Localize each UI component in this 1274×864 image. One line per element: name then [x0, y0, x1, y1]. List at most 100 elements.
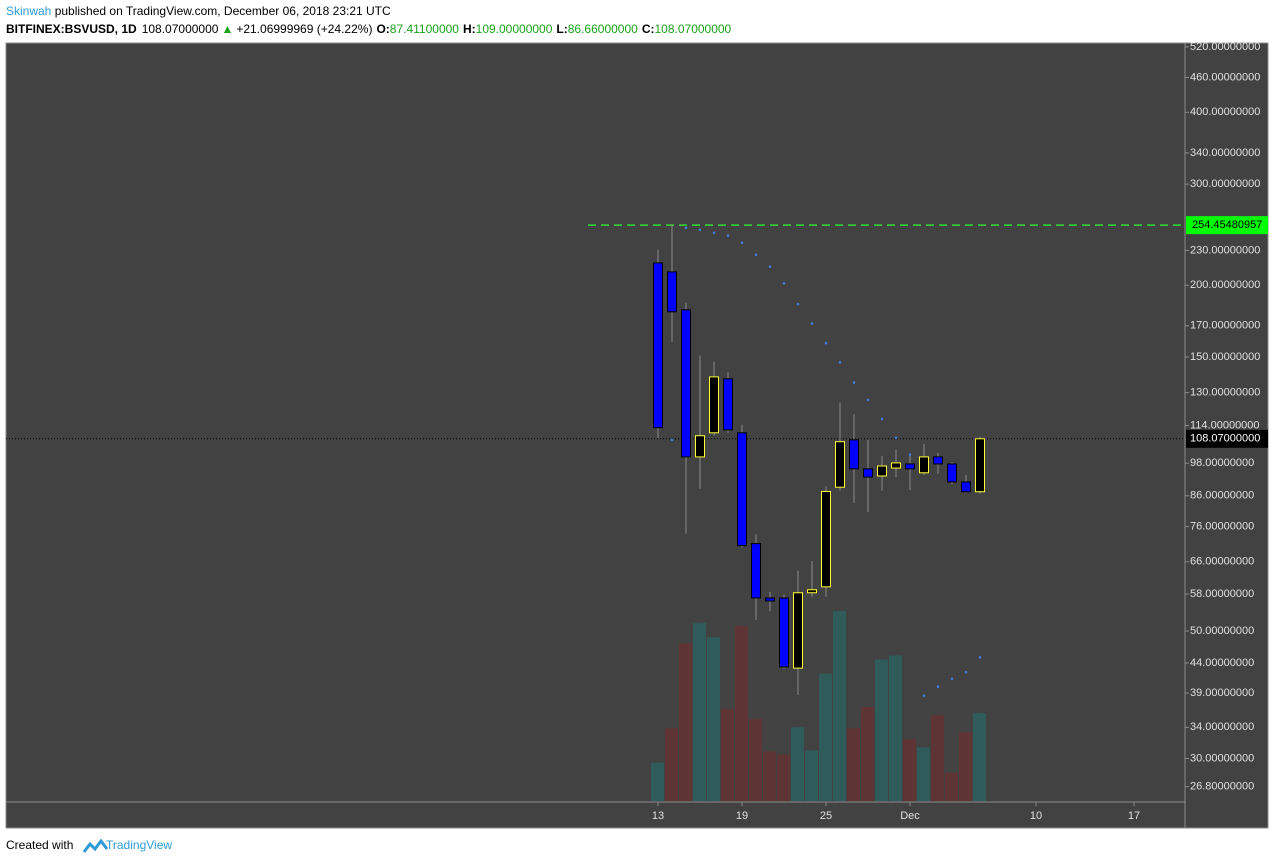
- chart-background: [5, 42, 1269, 829]
- x-tick-label: 13: [652, 810, 664, 822]
- o: 87.41100000: [390, 22, 460, 36]
- volume-bar: [721, 709, 734, 801]
- volume-bar: [833, 611, 846, 801]
- y-tick-label: 300.00000000: [1190, 178, 1260, 190]
- candle-body: [891, 462, 901, 469]
- y-tick-label: 66.00000000: [1190, 556, 1254, 568]
- candle-body: [849, 439, 859, 470]
- logo: [82, 838, 109, 853]
- y-tick-label: 230.00000000: [1190, 244, 1260, 256]
- sar-dot: [964, 670, 968, 674]
- volume-bar: [679, 643, 692, 801]
- sar-dot: [740, 241, 744, 245]
- candle-body: [667, 271, 677, 313]
- y-tick-label: 34.00000000: [1190, 721, 1254, 733]
- y-tick-label: 114.00000000: [1190, 419, 1260, 431]
- volume-bar: [875, 659, 888, 801]
- volume-bar: [777, 754, 790, 801]
- candle-body: [877, 465, 887, 477]
- candle-body: [765, 597, 775, 602]
- candle-body: [681, 309, 691, 458]
- candle-body: [975, 438, 985, 493]
- candle-body: [905, 463, 915, 470]
- sar-dot: [670, 438, 674, 442]
- volume-bar: [805, 750, 818, 801]
- resistance-tag: [1186, 216, 1268, 235]
- arrow: ▲: [221, 22, 233, 36]
- volume-bar: [819, 673, 832, 801]
- y-tick-label: 39.00000000: [1190, 687, 1254, 699]
- volume-bar: [973, 713, 986, 801]
- candle-body: [863, 468, 873, 478]
- last-price-tag: [1186, 429, 1268, 448]
- volume-bar: [707, 637, 720, 801]
- x-tick-label: Dec: [900, 810, 920, 822]
- volume-bar: [791, 727, 804, 801]
- sar-dot: [908, 453, 912, 456]
- volume-bar: [931, 715, 944, 801]
- c-label: C:: [642, 22, 655, 36]
- sar-dot: [754, 253, 758, 257]
- y-tick-label: 520.00000000: [1190, 41, 1260, 53]
- c: 108.07000000: [654, 22, 731, 36]
- volume-bar: [735, 626, 748, 801]
- y-tick-label: 130.00000000: [1190, 387, 1260, 399]
- candle-body: [695, 435, 705, 458]
- x-tick-label: 17: [1128, 810, 1140, 822]
- candle-body: [947, 463, 957, 483]
- sar-dot: [810, 322, 814, 325]
- sar-dot: [894, 436, 898, 440]
- x-tick-label: 25: [820, 810, 832, 822]
- y-tick-label: 200.00000000: [1190, 279, 1260, 291]
- candle-body: [751, 543, 761, 599]
- candle-body: [835, 441, 845, 488]
- candle-body: [723, 378, 733, 431]
- volume-bar: [847, 728, 860, 801]
- y-tick-label: 26.80000000: [1190, 781, 1254, 793]
- sar-dot: [936, 685, 940, 689]
- candle-body: [961, 481, 971, 493]
- y-tick-label: 400.00000000: [1190, 106, 1260, 118]
- price: 108.07000000: [142, 22, 219, 36]
- h-label: H:: [463, 22, 476, 36]
- symbol: BITFINEX:BSVUSD, 1D: [6, 22, 137, 36]
- brand[interactable]: TradingView: [106, 838, 172, 852]
- l: 86.66000000: [568, 22, 638, 36]
- candle-body: [737, 432, 747, 547]
- sar-dot: [782, 282, 786, 285]
- y-tick-label: 460.00000000: [1190, 71, 1260, 83]
- volume-bar: [917, 747, 930, 801]
- volume-bar: [889, 655, 902, 801]
- y-tick-label: 98.00000000: [1190, 457, 1254, 469]
- volume-bar: [903, 739, 916, 801]
- candle-body: [807, 589, 817, 594]
- header-line-2: BITFINEX:BSVUSD, 1D 108.07000000 ▲ +21.0699…: [6, 22, 732, 36]
- candle-body: [779, 597, 789, 668]
- sar-dot: [852, 381, 856, 384]
- volume-bar: [763, 751, 776, 801]
- y-tick-label: 150.00000000: [1190, 351, 1260, 363]
- candle-body: [793, 592, 803, 669]
- published: published on TradingView.com, December 0…: [51, 4, 391, 18]
- y-tick-label: 86.00000000: [1190, 490, 1254, 502]
- o-label: O:: [376, 22, 389, 36]
- candle-body: [653, 262, 663, 429]
- sar-dot: [768, 265, 772, 269]
- volume-bar: [693, 623, 706, 801]
- sar-dot: [698, 228, 702, 232]
- y-tick-label: 58.00000000: [1190, 588, 1254, 600]
- sar-dot: [880, 417, 884, 421]
- volume-bar: [945, 772, 958, 801]
- volume-bar: [959, 732, 972, 801]
- sar-dot: [796, 302, 800, 306]
- sar-dot: [950, 677, 954, 681]
- candle-body: [933, 456, 943, 465]
- author: Skinwah: [6, 4, 51, 18]
- x-tick-label: 19: [736, 810, 748, 822]
- sar-dot: [922, 694, 926, 697]
- candle-body: [709, 376, 719, 434]
- sar-dot: [866, 398, 870, 402]
- volume-bar: [665, 728, 678, 801]
